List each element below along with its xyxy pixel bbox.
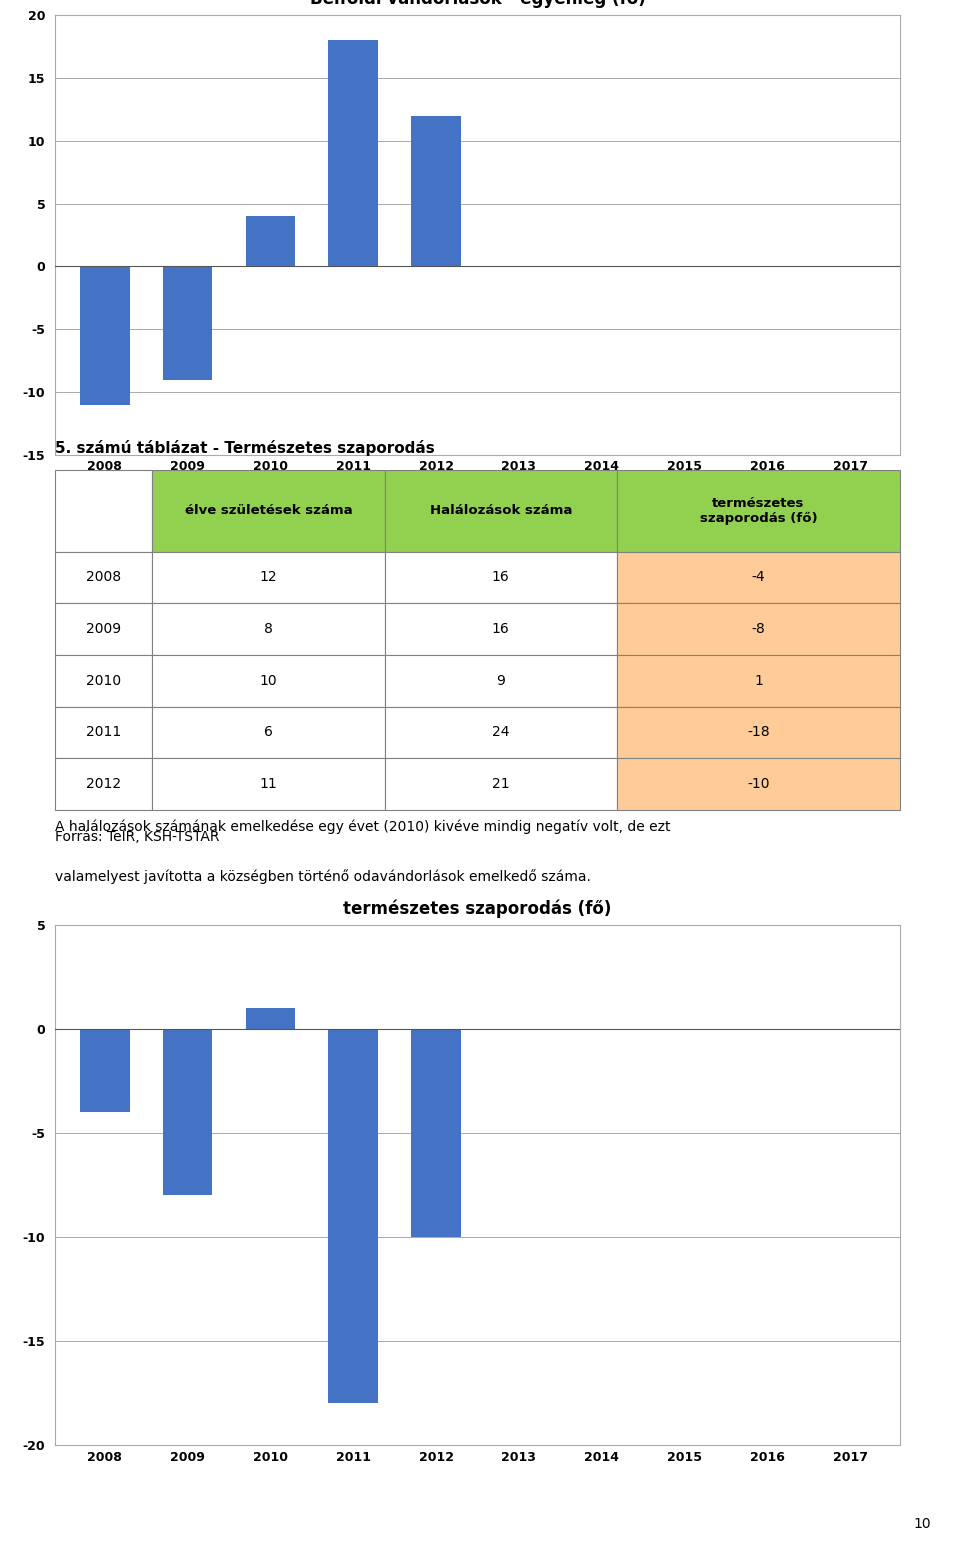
Bar [617,603,900,654]
Bar [385,654,617,707]
Bar [617,654,900,707]
Text: 2016: 2016 [750,1452,785,1464]
Bar [617,471,900,551]
Text: 9: 9 [496,674,505,688]
Text: 2010: 2010 [252,460,288,474]
Bar [328,1029,378,1404]
Text: 8: 8 [264,622,273,636]
Bar [385,471,617,551]
Text: 16: 16 [492,571,510,585]
Text: természetes
szaporodás (fő): természetes szaporodás (fő) [700,497,817,525]
Text: 12: 12 [259,571,277,585]
Title: természetes szaporodás (fő): természetes szaporodás (fő) [344,900,612,918]
Text: 10: 10 [259,674,277,688]
Text: -8: -8 [752,622,765,636]
Text: 2014: 2014 [585,1452,619,1464]
Text: 2011: 2011 [86,725,121,739]
Text: élve születések száma: élve születések száma [184,505,352,517]
Text: 16: 16 [492,622,510,636]
Text: 2012: 2012 [419,460,453,474]
Text: 2008: 2008 [86,571,121,585]
Bar [617,758,900,810]
Text: 2014: 2014 [585,460,619,474]
Text: 2011: 2011 [336,460,371,474]
Bar [153,603,385,654]
Bar [162,1029,212,1196]
Text: 2015: 2015 [667,1452,702,1464]
Text: 10: 10 [914,1517,931,1531]
Text: 2008: 2008 [87,1452,122,1464]
Text: 1: 1 [754,674,763,688]
Title: Belföldi vándorlások - egyenleg (fő): Belföldi vándorlások - egyenleg (fő) [310,0,645,8]
Text: 2009: 2009 [86,622,121,636]
Bar [153,707,385,758]
Bar [55,654,153,707]
Bar [617,707,900,758]
Text: 2016: 2016 [750,460,785,474]
Bar [55,471,153,551]
Text: 5. számú táblázat - Természetes szaporodás: 5. számú táblázat - Természetes szaporod… [55,440,435,457]
Text: Forrás: TeIR, KSH-TSTAR: Forrás: TeIR, KSH-TSTAR [55,830,220,844]
Text: 2008: 2008 [87,460,122,474]
Text: 2015: 2015 [667,460,702,474]
Text: -4: -4 [752,571,765,585]
Bar [55,603,153,654]
Bar [162,267,212,380]
Text: valamelyest javította a községben történő odavándorlások emelkedő száma.: valamelyest javította a községben történ… [55,870,590,884]
Bar [246,1008,296,1029]
Text: 2012: 2012 [86,778,121,792]
Text: 2017: 2017 [832,1452,868,1464]
Bar [55,551,153,603]
Text: 2011: 2011 [336,1452,371,1464]
Bar [153,471,385,551]
Text: 2012: 2012 [419,1452,453,1464]
Text: 21: 21 [492,778,510,792]
Bar [246,216,296,267]
Text: Halálozások száma: Halálozások száma [429,505,572,517]
Text: 6: 6 [264,725,273,739]
Bar [385,551,617,603]
Bar [328,40,378,267]
Text: 2010: 2010 [252,1452,288,1464]
Text: 2009: 2009 [170,1452,205,1464]
Bar [385,758,617,810]
Bar [153,758,385,810]
Text: 2013: 2013 [501,1452,537,1464]
Text: 2010: 2010 [86,674,121,688]
Bar [80,267,130,404]
Bar [80,1029,130,1113]
Text: A halálozások számának emelkedése egy évet (2010) kivéve mindig negatív volt, de: A halálozások számának emelkedése egy év… [55,819,670,835]
Text: 11: 11 [259,778,277,792]
Bar [55,758,153,810]
Text: 2017: 2017 [832,460,868,474]
Bar [617,551,900,603]
Text: 2013: 2013 [501,460,537,474]
Bar [55,707,153,758]
Bar [153,551,385,603]
Bar [385,707,617,758]
Text: -10: -10 [747,778,770,792]
Bar [385,603,617,654]
Bar [411,116,461,267]
Text: 2009: 2009 [170,460,205,474]
Bar [153,654,385,707]
Bar [411,1029,461,1237]
Text: 24: 24 [492,725,510,739]
Text: -18: -18 [747,725,770,739]
